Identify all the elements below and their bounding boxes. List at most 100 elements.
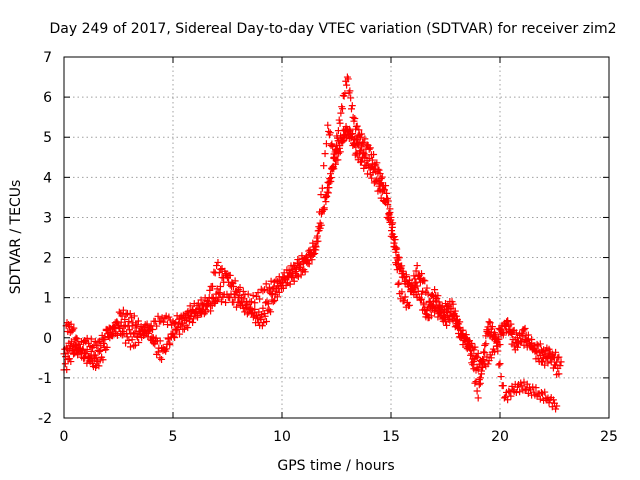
data-point-interp (208, 293, 216, 301)
data-point-interp (517, 379, 525, 387)
data-point-interp (290, 265, 298, 273)
data-point-interp (389, 230, 397, 238)
data-point-interp (524, 331, 532, 339)
data-point-interp (246, 305, 254, 313)
data-point-interp (331, 154, 339, 162)
data-point-interp (414, 272, 422, 280)
data-point-interp (474, 349, 482, 357)
data-point-interp (366, 144, 374, 152)
data-point (156, 354, 164, 362)
data-point (335, 149, 343, 157)
data-point-interp (544, 359, 552, 367)
data-point (143, 322, 151, 330)
data-point-interp (542, 353, 550, 361)
data-point (208, 302, 216, 310)
data-point-interp (236, 284, 244, 292)
data-point-interp (100, 339, 108, 347)
data-point-interp (479, 363, 487, 371)
data-point-interp (411, 283, 419, 291)
data-point-interp (87, 335, 95, 343)
data-point-interp (118, 331, 126, 339)
data-point-interp (239, 287, 247, 295)
x-tick-label: 10 (273, 429, 291, 445)
data-point (247, 298, 255, 306)
data-point-interp (518, 329, 526, 337)
data-point-interp (491, 348, 499, 356)
data-point-interp (145, 326, 153, 334)
data-point-interp (87, 347, 95, 355)
data-point (374, 165, 382, 173)
data-point-interp (443, 321, 451, 329)
data-point-interp (107, 325, 115, 333)
data-point-interp (122, 311, 130, 319)
data-point-interp (259, 287, 267, 295)
data-point-interp (320, 206, 328, 214)
data-point-interp (133, 332, 141, 340)
x-tick-label: 5 (169, 429, 178, 445)
data-point-interp (386, 218, 394, 226)
data-point-interp (134, 317, 142, 325)
data-point-interp (402, 271, 410, 279)
data-point-interp (530, 388, 538, 396)
data-point-interp (181, 316, 189, 324)
data-point-interp (73, 335, 81, 343)
data-point-interp (336, 142, 344, 150)
data-point-interp (288, 266, 296, 274)
data-point-interp (412, 267, 420, 275)
data-point-interp (153, 322, 161, 330)
data-point-interp (509, 336, 517, 344)
data-point-interp (495, 335, 503, 343)
data-point-interp (353, 122, 361, 130)
data-point-interp (120, 329, 128, 337)
data-point-interp (61, 360, 69, 368)
data-point-interp (226, 271, 234, 279)
data-point-interp (423, 284, 431, 292)
data-point-interp (324, 184, 332, 192)
data-point-interp (89, 357, 97, 365)
data-point-interp (125, 336, 133, 344)
data-point-interp (186, 302, 194, 310)
data-point-interp (512, 389, 520, 397)
data-point-interp (85, 353, 93, 361)
data-point-interp (229, 282, 237, 290)
data-point-interp (378, 188, 386, 196)
data-point-interp (523, 380, 531, 388)
data-point-interp (313, 234, 321, 242)
data-point-interp (97, 347, 105, 355)
data-point-interp (482, 340, 490, 348)
data-point-interp (94, 338, 102, 346)
data-point (82, 350, 90, 358)
data-point-interp (348, 130, 356, 138)
data-point (503, 318, 511, 326)
data-point-interp (218, 274, 226, 282)
data-point-interp (273, 293, 281, 301)
data-point-interp (114, 320, 122, 328)
data-point-interp (171, 334, 179, 342)
data-point-interp (488, 323, 496, 331)
data-point-interp (430, 301, 438, 309)
data-point (130, 342, 138, 350)
data-point-interp (452, 312, 460, 320)
data-point-interp (280, 269, 288, 277)
data-point (213, 262, 221, 270)
data-point-interp (390, 239, 398, 247)
data-point-interp (484, 360, 492, 368)
data-point-interp (334, 127, 342, 135)
data-point-interp (424, 290, 432, 298)
data-point-interp (275, 273, 283, 281)
data-point-interp (101, 333, 109, 341)
data-point-interp (285, 267, 293, 275)
data-point-interp (297, 271, 305, 279)
data-point-interp (103, 343, 111, 351)
y-tick-label: 0 (43, 331, 52, 347)
data-point (93, 354, 101, 362)
data-point-interp (359, 154, 367, 162)
data-point-interp (394, 280, 402, 288)
data-point-interp (184, 324, 192, 332)
data-point (356, 133, 364, 141)
data-point-interp (70, 324, 78, 332)
data-point-interp (70, 350, 78, 358)
data-point-interp (504, 317, 512, 325)
data-point-interp (522, 385, 530, 393)
data-point-interp (332, 146, 340, 154)
